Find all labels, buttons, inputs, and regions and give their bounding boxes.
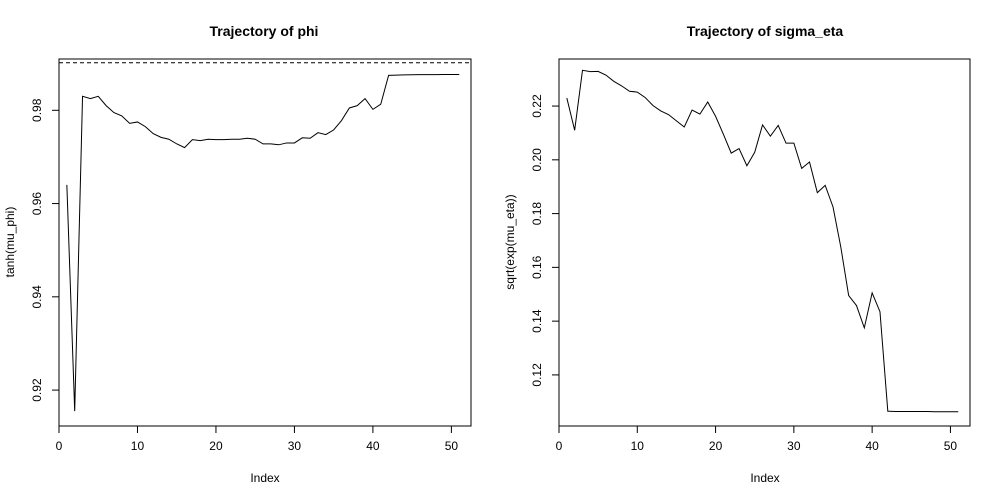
x-tick-label: 30	[288, 439, 302, 453]
x-tick-label: 50	[944, 439, 958, 453]
x-axis: 0 10 20 30 40 50	[556, 425, 958, 453]
x-axis-label: Index	[250, 471, 279, 485]
y-tick-label: 0.92	[30, 378, 44, 402]
y-tick-label: 0.12	[530, 363, 544, 387]
series-line	[66, 73, 460, 412]
x-tick-label: 20	[709, 439, 723, 453]
y-tick-label: 0.16	[530, 255, 544, 279]
x-tick-label: 0	[56, 439, 63, 453]
y-tick-label: 0.20	[530, 148, 544, 172]
plot-area	[59, 62, 471, 412]
y-tick-label: 0.22	[530, 94, 544, 118]
y-axis-label: sqrt(exp(mu_eta))	[503, 194, 517, 289]
x-tick-label: 10	[631, 439, 645, 453]
plot-frame	[58, 58, 472, 427]
plot-frame	[558, 58, 971, 427]
panel-sigma-eta: Trajectory of sigma_eta Index sqrt(exp(m…	[503, 23, 971, 485]
x-tick-label: 40	[366, 439, 380, 453]
chart-title: Trajectory of sigma_eta	[687, 23, 844, 39]
x-tick-label: 20	[209, 439, 223, 453]
y-tick-label: 0.96	[30, 192, 44, 216]
y-axis-label: tanh(mu_phi)	[3, 207, 17, 278]
y-axis: 0.12 0.14 0.16 0.18 0.20 0.22	[530, 94, 560, 387]
x-axis: 0 10 20 30 40 50	[56, 425, 459, 453]
series-line	[566, 69, 959, 413]
x-axis-label: Index	[750, 471, 779, 485]
y-tick-label: 0.18	[530, 202, 544, 226]
x-tick-label: 30	[787, 439, 801, 453]
x-tick-label: 0	[556, 439, 563, 453]
x-tick-label: 10	[131, 439, 145, 453]
y-tick-label: 0.14	[530, 309, 544, 333]
y-tick-label: 0.94	[30, 285, 44, 309]
y-axis: 0.92 0.94 0.96 0.98	[30, 98, 60, 402]
chart-title: Trajectory of phi	[210, 23, 319, 39]
x-tick-label: 40	[865, 439, 879, 453]
y-tick-label: 0.98	[30, 98, 44, 122]
x-tick-label: 50	[445, 439, 459, 453]
panel-phi: Trajectory of phi Index tanh(mu_phi) 0 10…	[3, 23, 472, 485]
plot-area	[566, 69, 959, 413]
